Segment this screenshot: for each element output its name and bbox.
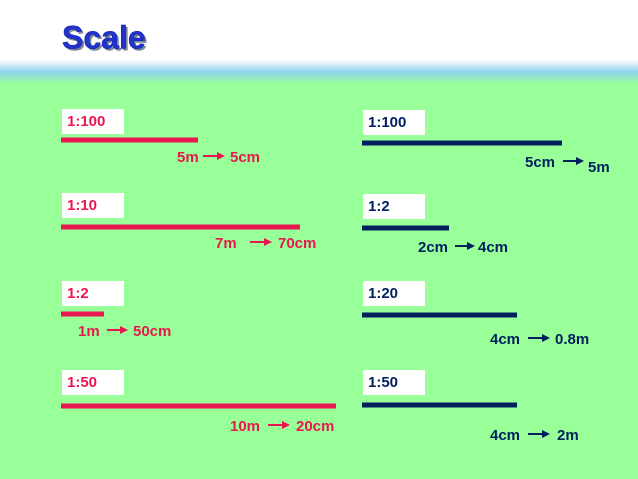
from-length: 2cm (418, 239, 448, 256)
ratio-box (363, 110, 425, 135)
title: Scale (62, 19, 146, 55)
arrow-head (467, 242, 475, 250)
from-length: 5cm (525, 154, 555, 171)
items: 1:100 5m 5cm 1:10 7m 70cm 1:2 1m 50cm 1:50 10m 20cm… (61, 109, 610, 444)
arrow-head (120, 326, 128, 334)
ratio-label: 1:100 (368, 114, 406, 131)
arrow-head (542, 334, 550, 342)
ratio-box (363, 281, 425, 306)
ratio-box (363, 370, 425, 395)
ratio-box (363, 194, 425, 219)
to-length: 70cm (278, 235, 316, 252)
arrow-head (542, 430, 550, 438)
ratio-label: 1:20 (368, 285, 398, 302)
ratio-label: 1:2 (67, 285, 89, 302)
from-length: 10m (230, 418, 260, 435)
to-length: 4cm (478, 239, 508, 256)
ratio-label: 1:50 (368, 374, 398, 391)
arrow-head (576, 157, 584, 165)
header-band (0, 60, 638, 84)
arrow-head (282, 421, 290, 429)
to-length: 5m (588, 159, 610, 176)
from-length: 1m (78, 323, 100, 340)
to-length: 50cm (133, 323, 171, 340)
ratio-box (62, 281, 124, 306)
ratio-box (62, 109, 124, 134)
from-length: 5m (177, 149, 199, 166)
ratio-box (62, 370, 124, 395)
ratio-label: 1:100 (67, 113, 105, 130)
from-length: 7m (215, 235, 237, 252)
arrow-head (217, 152, 225, 160)
arrow-head (264, 238, 272, 246)
ratio-label: 1:2 (368, 198, 390, 215)
to-length: 2m (557, 427, 579, 444)
ratio-label: 1:50 (67, 374, 97, 391)
from-length: 4cm (490, 427, 520, 444)
header-bg (0, 0, 638, 60)
to-length: 20cm (296, 418, 334, 435)
from-length: 4cm (490, 331, 520, 348)
ratio-box (62, 193, 124, 218)
to-length: 5cm (230, 149, 260, 166)
to-length: 0.8m (555, 331, 589, 348)
ratio-label: 1:10 (67, 197, 97, 214)
title-shadow: Scale (64, 21, 148, 57)
